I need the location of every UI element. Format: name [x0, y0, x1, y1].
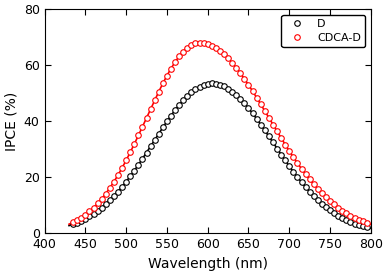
CDCA-D [136, 134, 141, 137]
Legend: D, CDCA-D: D, CDCA-D [281, 15, 365, 47]
CDCA-D [169, 67, 173, 70]
D [136, 163, 141, 166]
D [209, 82, 214, 85]
CDCA-D [365, 221, 369, 225]
X-axis label: Wavelength (nm): Wavelength (nm) [148, 257, 268, 271]
D [71, 222, 75, 226]
D [320, 202, 324, 205]
CDCA-D [340, 209, 344, 212]
Line: D: D [70, 81, 370, 230]
CDCA-D [328, 199, 332, 203]
CDCA-D [71, 221, 75, 224]
D [365, 226, 369, 229]
D [169, 114, 173, 117]
CDCA-D [197, 41, 202, 45]
D [222, 85, 226, 88]
Y-axis label: IPCE (%): IPCE (%) [4, 92, 18, 151]
Line: CDCA-D: CDCA-D [70, 40, 370, 226]
D [340, 216, 344, 220]
CDCA-D [222, 53, 226, 56]
D [328, 209, 332, 212]
CDCA-D [320, 192, 324, 195]
